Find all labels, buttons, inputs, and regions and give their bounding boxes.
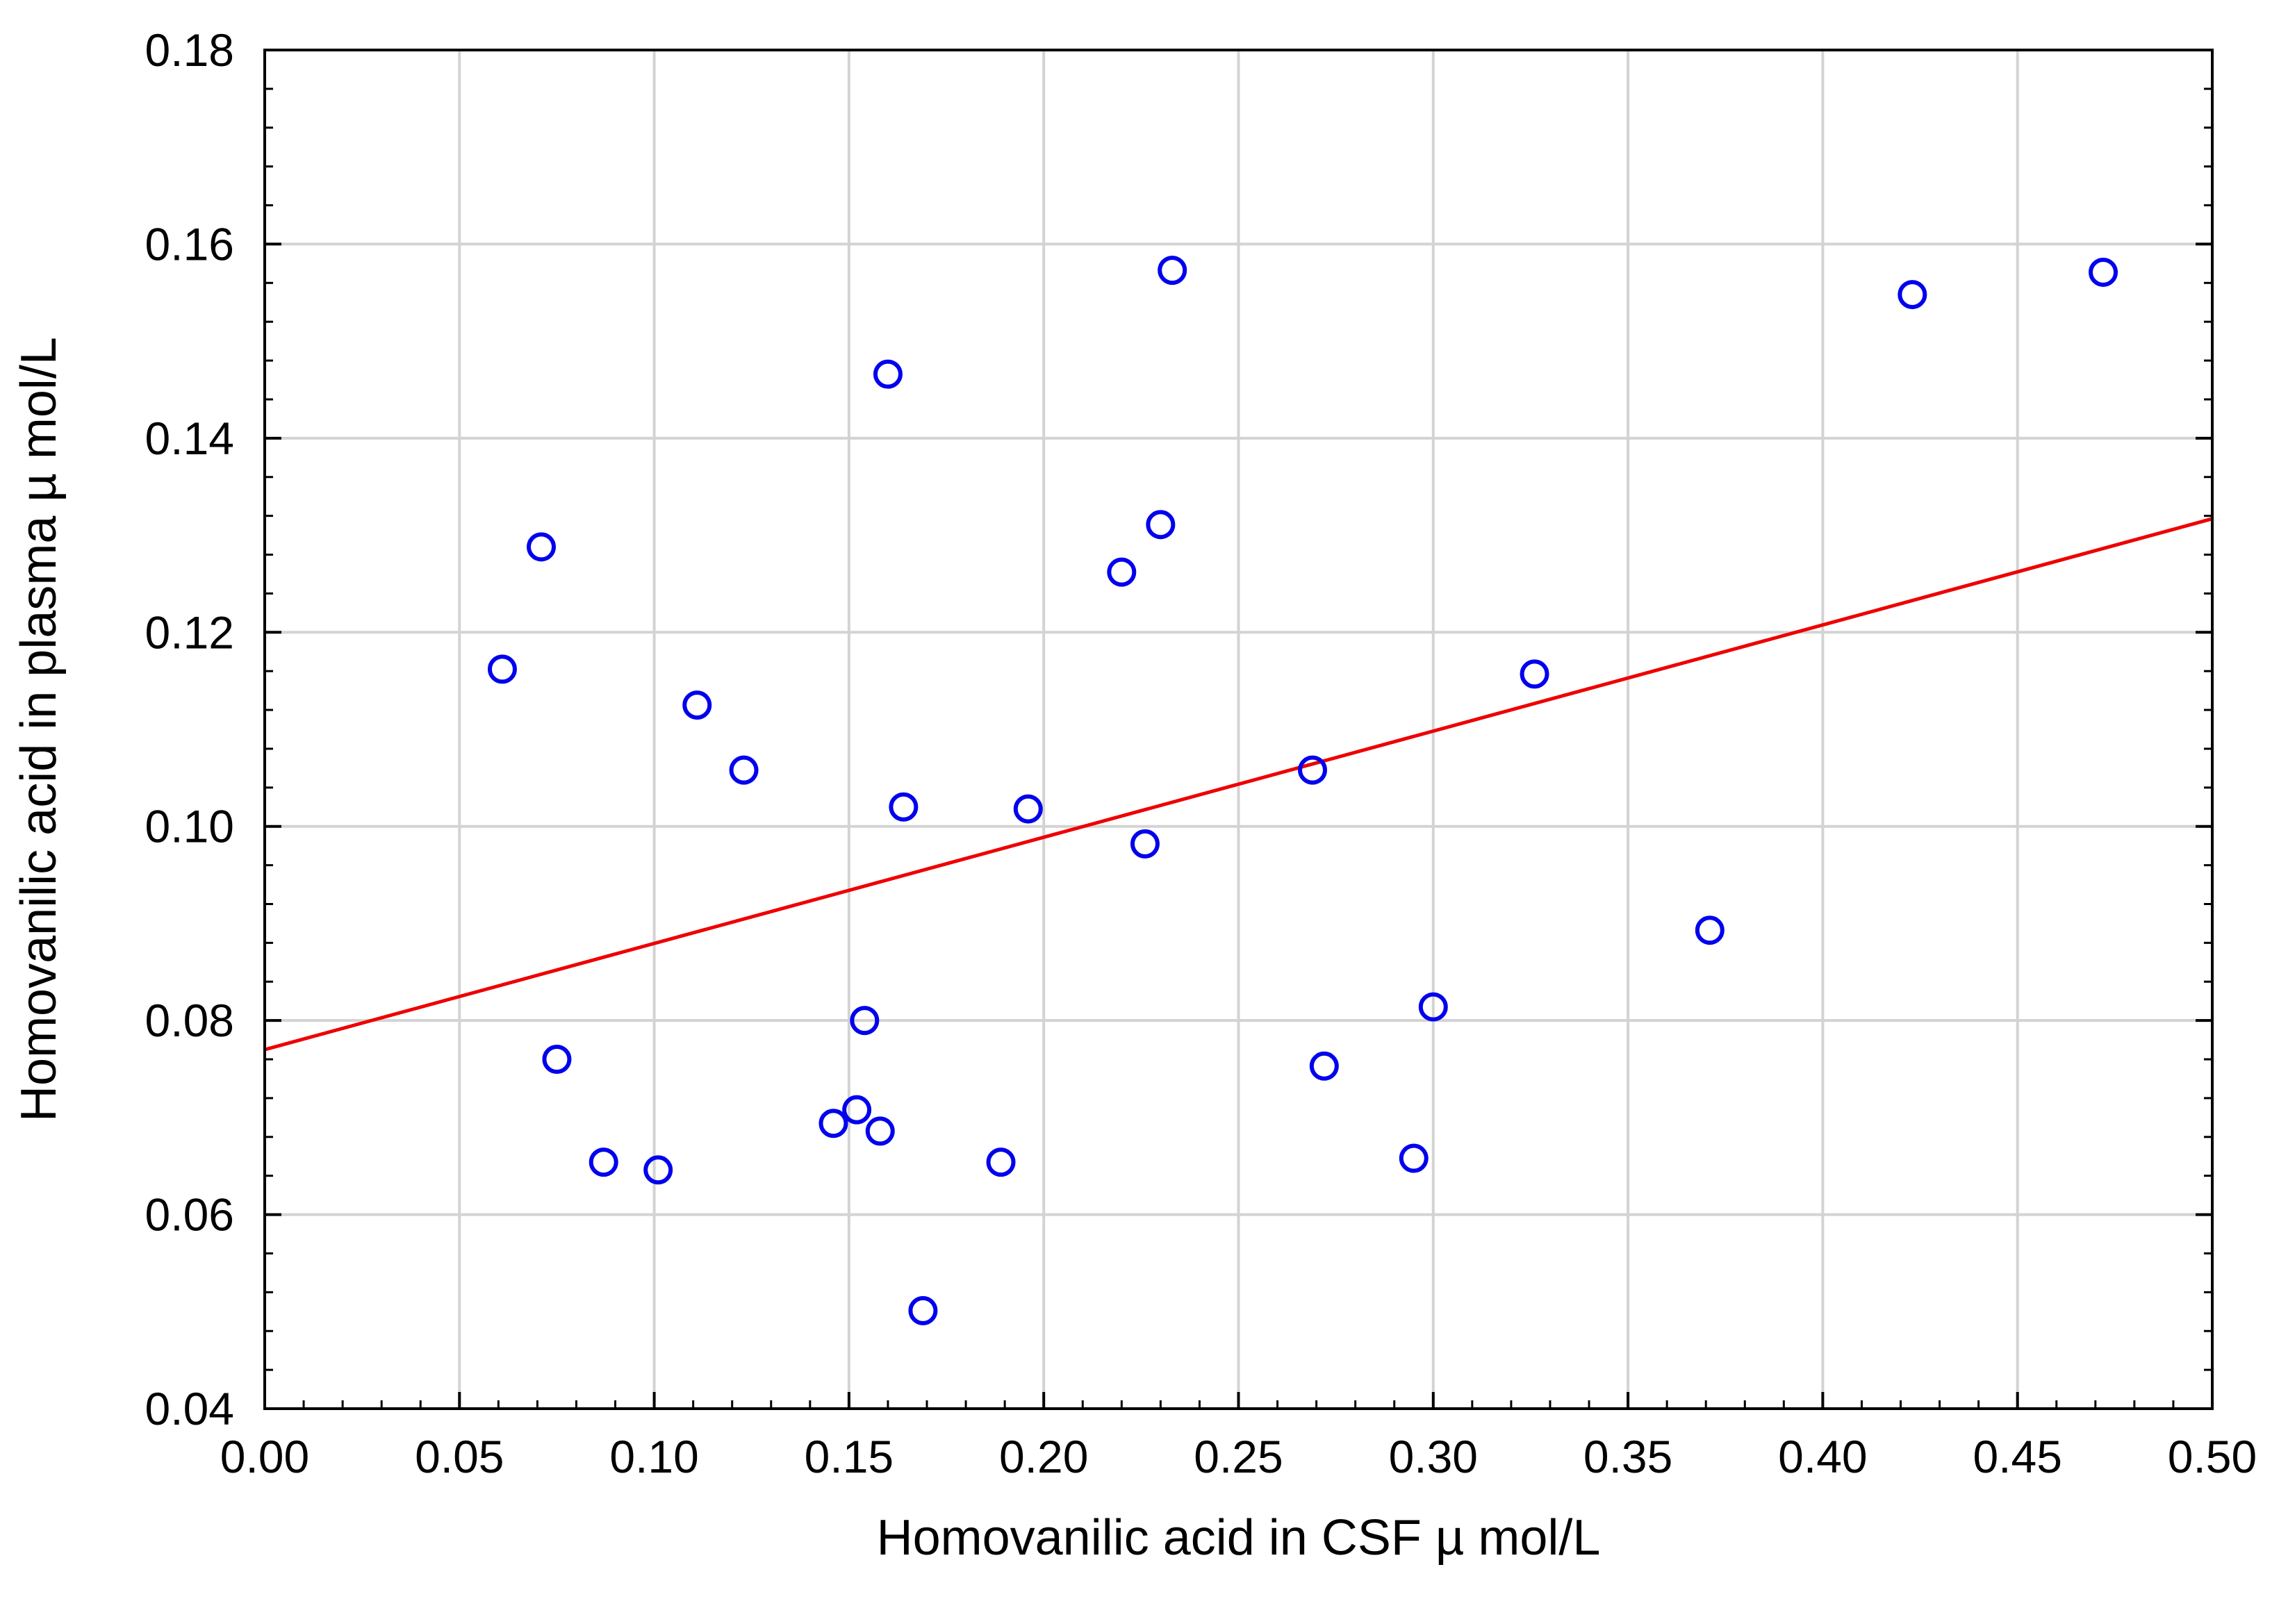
regression-line <box>264 517 2213 1052</box>
x-tick-label: 0.35 <box>1583 1431 1672 1482</box>
data-point <box>1298 755 1328 785</box>
x-tick-label: 0.00 <box>220 1431 309 1482</box>
x-tick-label: 0.15 <box>805 1431 894 1482</box>
data-point <box>729 755 759 785</box>
data-point <box>1130 829 1160 859</box>
x-axis-label: Homovanilic acid in CSF µ mol/L <box>877 1510 1601 1566</box>
x-tick-label: 0.40 <box>1778 1431 1867 1482</box>
data-point <box>527 532 557 562</box>
y-tick-label: 0.06 <box>145 1189 234 1241</box>
regression-line-group <box>264 517 2213 1052</box>
data-point <box>1107 557 1137 587</box>
y-tick-label: 0.18 <box>145 24 234 76</box>
data-point <box>1898 280 1927 310</box>
data-point <box>1309 1051 1339 1081</box>
data-point <box>682 690 712 720</box>
y-tick-label: 0.12 <box>145 606 234 658</box>
x-tick-label: 0.50 <box>2168 1431 2257 1482</box>
data-point <box>818 1109 848 1138</box>
data-point <box>1520 659 1549 689</box>
data-point <box>850 1006 880 1036</box>
data-point <box>589 1147 618 1177</box>
data-point <box>487 654 517 684</box>
x-tick-label: 0.20 <box>999 1431 1088 1482</box>
data-point <box>1158 256 1187 285</box>
data-point <box>1399 1143 1429 1173</box>
x-tick-label: 0.10 <box>609 1431 698 1482</box>
y-tick-label: 0.10 <box>145 801 234 852</box>
data-point <box>2089 257 2118 287</box>
x-tick-label: 0.30 <box>1389 1431 1478 1482</box>
y-axis-label: Homovanilic acid in plasma µ mol/L <box>11 337 67 1122</box>
plot-frame <box>263 49 2214 1410</box>
data-point <box>865 1116 895 1146</box>
data-point <box>1013 794 1043 824</box>
data-point <box>542 1045 572 1075</box>
data-point <box>1695 915 1725 945</box>
y-tick-label: 0.08 <box>145 995 234 1046</box>
data-point <box>873 359 903 389</box>
data-point <box>643 1155 673 1185</box>
y-tick-label: 0.14 <box>145 413 234 464</box>
x-tick-labels: 0.00 0.05 0.10 0.15 0.20 0.25 0.30 0.35 0.40 0.45… <box>220 1431 2257 1482</box>
x-tick-label: 0.05 <box>415 1431 504 1482</box>
y-tick-label: 0.16 <box>145 218 234 270</box>
data-point <box>842 1095 872 1125</box>
data-point <box>908 1295 938 1325</box>
data-point <box>986 1147 1016 1177</box>
data-point <box>1146 510 1176 540</box>
data-point <box>1418 992 1448 1022</box>
y-tick-label: 0.04 <box>145 1383 234 1434</box>
y-tick-labels: 0.04 0.06 0.08 0.10 0.12 0.14 0.16 0.18 <box>145 24 234 1434</box>
grid-lines <box>265 50 2212 1409</box>
data-points <box>487 256 2118 1325</box>
x-tick-label: 0.45 <box>1973 1431 2061 1482</box>
x-tick-label: 0.25 <box>1194 1431 1283 1482</box>
data-point <box>889 792 919 822</box>
